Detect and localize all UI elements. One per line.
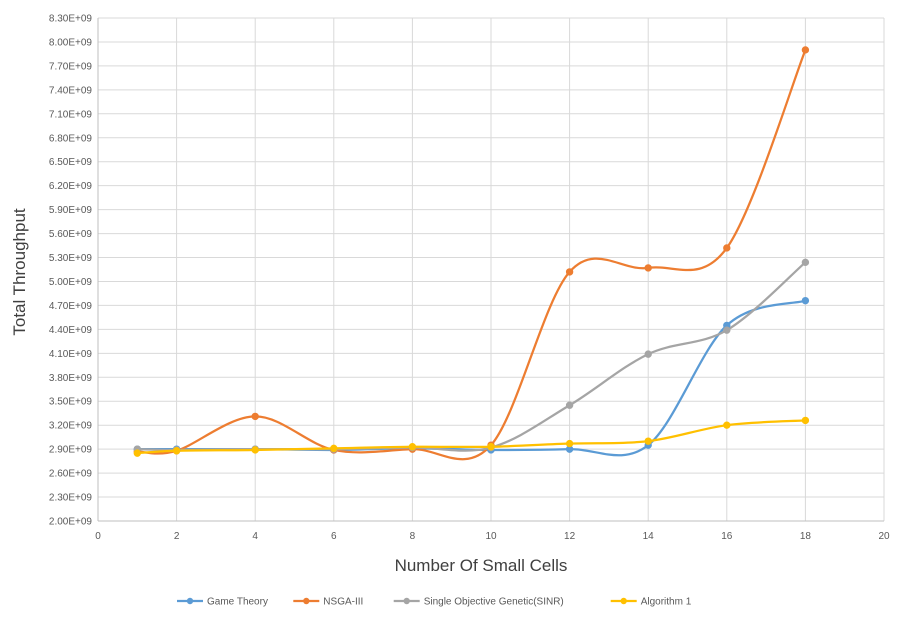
data-point [133, 449, 142, 457]
y-axis-title: Total Throughput [10, 208, 29, 336]
y-tick-label: 3.20E+09 [49, 421, 93, 432]
x-tick-label: 18 [800, 531, 812, 542]
data-point [723, 326, 731, 334]
y-tick-label: 5.00E+09 [49, 277, 93, 288]
data-point [565, 439, 574, 448]
legend-label: NSGA-III [323, 597, 363, 608]
x-tick-label: 12 [564, 531, 576, 542]
data-point [565, 268, 574, 276]
x-tick-label: 2 [174, 531, 180, 542]
data-point [330, 444, 338, 453]
x-tick-label: 4 [252, 531, 258, 542]
data-point [801, 46, 810, 54]
data-point [723, 421, 731, 429]
legend-swatch-marker [303, 597, 310, 605]
x-tick-label: 14 [643, 531, 655, 542]
y-tick-label: 2.30E+09 [49, 493, 93, 504]
y-tick-label: 5.30E+09 [49, 253, 93, 264]
axes [97, 18, 884, 522]
data-point [644, 264, 652, 272]
legend-label: Game Theory [207, 597, 268, 608]
y-tick-label: 2.60E+09 [49, 469, 93, 480]
y-tick-label: 5.90E+09 [49, 205, 93, 216]
y-tick-label: 6.20E+09 [49, 181, 93, 192]
series-markers [133, 46, 810, 457]
legend-swatch-marker [620, 597, 627, 605]
y-tick-label: 4.70E+09 [49, 301, 93, 312]
y-tick-label: 7.40E+09 [49, 85, 93, 96]
y-tick-label: 5.60E+09 [49, 229, 93, 240]
series-line-3 [136, 419, 807, 455]
y-tick-label: 6.80E+09 [49, 133, 93, 144]
data-point [487, 443, 495, 451]
gridlines [98, 17, 885, 521]
y-tick-label: 3.80E+09 [49, 373, 93, 384]
data-point [565, 401, 574, 409]
data-point [644, 437, 652, 445]
x-tick-label: 16 [721, 531, 733, 542]
series-line-0 [136, 299, 807, 457]
y-tick-label: 2.90E+09 [49, 445, 93, 456]
y-tick-label: 7.10E+09 [49, 109, 93, 120]
data-point [801, 416, 810, 425]
x-tick-labels: 0 2 4 6 8 10 12 14 16 18 20 [95, 531, 890, 542]
y-tick-label: 4.10E+09 [49, 349, 93, 360]
data-point [251, 446, 259, 454]
y-tick-label: 8.30E+09 [49, 14, 93, 25]
legend-label: Algorithm 1 [641, 597, 692, 608]
legend-swatch-marker [403, 597, 410, 605]
legend-swatch-marker [186, 597, 194, 605]
x-tick-label: 8 [410, 531, 416, 542]
series-lines [136, 48, 807, 461]
data-point [644, 350, 652, 358]
y-tick-label: 4.40E+09 [49, 325, 93, 336]
x-axis-title: Number Of Small Cells [395, 556, 568, 575]
y-tick-label: 7.70E+09 [49, 61, 93, 72]
legend: Game Theory NSGA-III Single Objective Gene… [177, 597, 692, 608]
legend-label: Single Objective Genetic(SINR) [424, 597, 564, 608]
y-tick-label: 3.50E+09 [49, 397, 93, 408]
x-tick-label: 20 [878, 531, 890, 542]
data-point [801, 258, 810, 267]
data-point [723, 244, 731, 252]
data-point [251, 412, 259, 421]
y-tick-label: 2.00E+09 [49, 517, 93, 528]
x-tick-label: 6 [331, 531, 337, 542]
data-point [408, 443, 417, 451]
series-line-1 [136, 48, 807, 461]
x-tick-label: 10 [485, 531, 497, 542]
data-point [172, 447, 181, 455]
y-tick-labels: 2.00E+09 2.30E+09 2.60E+09 2.90E+09 3.20E+09… [49, 14, 93, 528]
y-tick-label: 6.50E+09 [49, 157, 93, 168]
y-tick-label: 8.00E+09 [49, 37, 93, 48]
x-tick-label: 0 [95, 531, 101, 542]
data-point [801, 296, 810, 305]
